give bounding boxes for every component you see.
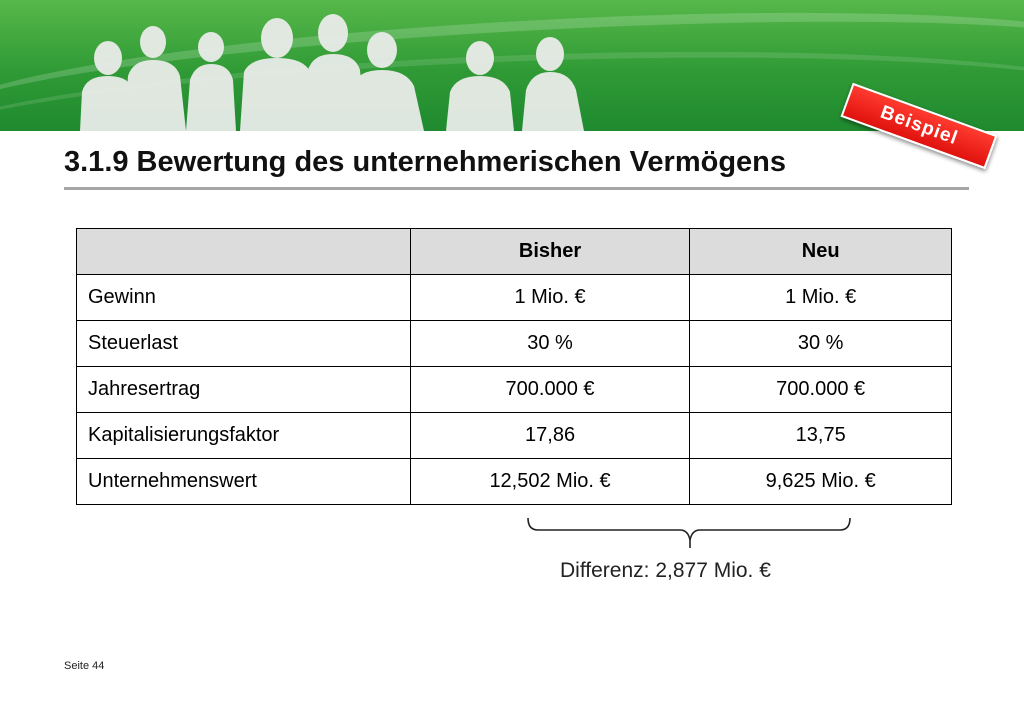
table-row: Jahresertrag 700.000 € 700.000 € xyxy=(76,366,952,413)
column-header-neu: Neu xyxy=(689,228,952,275)
cell-neu: 13,75 xyxy=(689,412,952,459)
row-label: Gewinn xyxy=(76,274,411,321)
cell-bisher: 12,502 Mio. € xyxy=(409,458,691,505)
cell-bisher: 700.000 € xyxy=(409,366,691,413)
column-header-bisher: Bisher xyxy=(409,228,691,275)
table-row: Kapitalisierungsfaktor 17,86 13,75 xyxy=(76,412,952,459)
table-row: Steuerlast 30 % 30 % xyxy=(76,320,952,367)
header-banner xyxy=(0,0,1024,131)
curly-brace-icon xyxy=(527,517,851,548)
row-label: Steuerlast xyxy=(76,320,411,367)
cell-bisher: 1 Mio. € xyxy=(409,274,691,321)
cell-bisher: 30 % xyxy=(409,320,691,367)
cell-neu: 1 Mio. € xyxy=(689,274,952,321)
difference-label: Differenz: 2,877 Mio. € xyxy=(560,559,771,582)
cell-neu: 9,625 Mio. € xyxy=(689,458,952,505)
table-header-row: Bisher Neu xyxy=(76,228,952,275)
cell-neu: 700.000 € xyxy=(689,366,952,413)
cell-bisher: 17,86 xyxy=(409,412,691,459)
column-header-empty xyxy=(76,228,411,275)
row-label: Unternehmenswert xyxy=(76,458,411,505)
row-label: Jahresertrag xyxy=(76,366,411,413)
people-silhouettes-image xyxy=(80,14,584,131)
valuation-table: Bisher Neu Gewinn 1 Mio. € 1 Mio. € Steu… xyxy=(76,228,952,505)
table-row: Gewinn 1 Mio. € 1 Mio. € xyxy=(76,274,952,321)
cell-neu: 30 % xyxy=(689,320,952,367)
page-number: Seite 44 xyxy=(64,660,105,672)
row-label: Kapitalisierungsfaktor xyxy=(76,412,411,459)
table-row: Unternehmenswert 12,502 Mio. € 9,625 Mio… xyxy=(76,458,952,505)
title-divider xyxy=(64,187,969,190)
page-title: 3.1.9 Bewertung des unternehmerischen Ve… xyxy=(64,146,787,178)
